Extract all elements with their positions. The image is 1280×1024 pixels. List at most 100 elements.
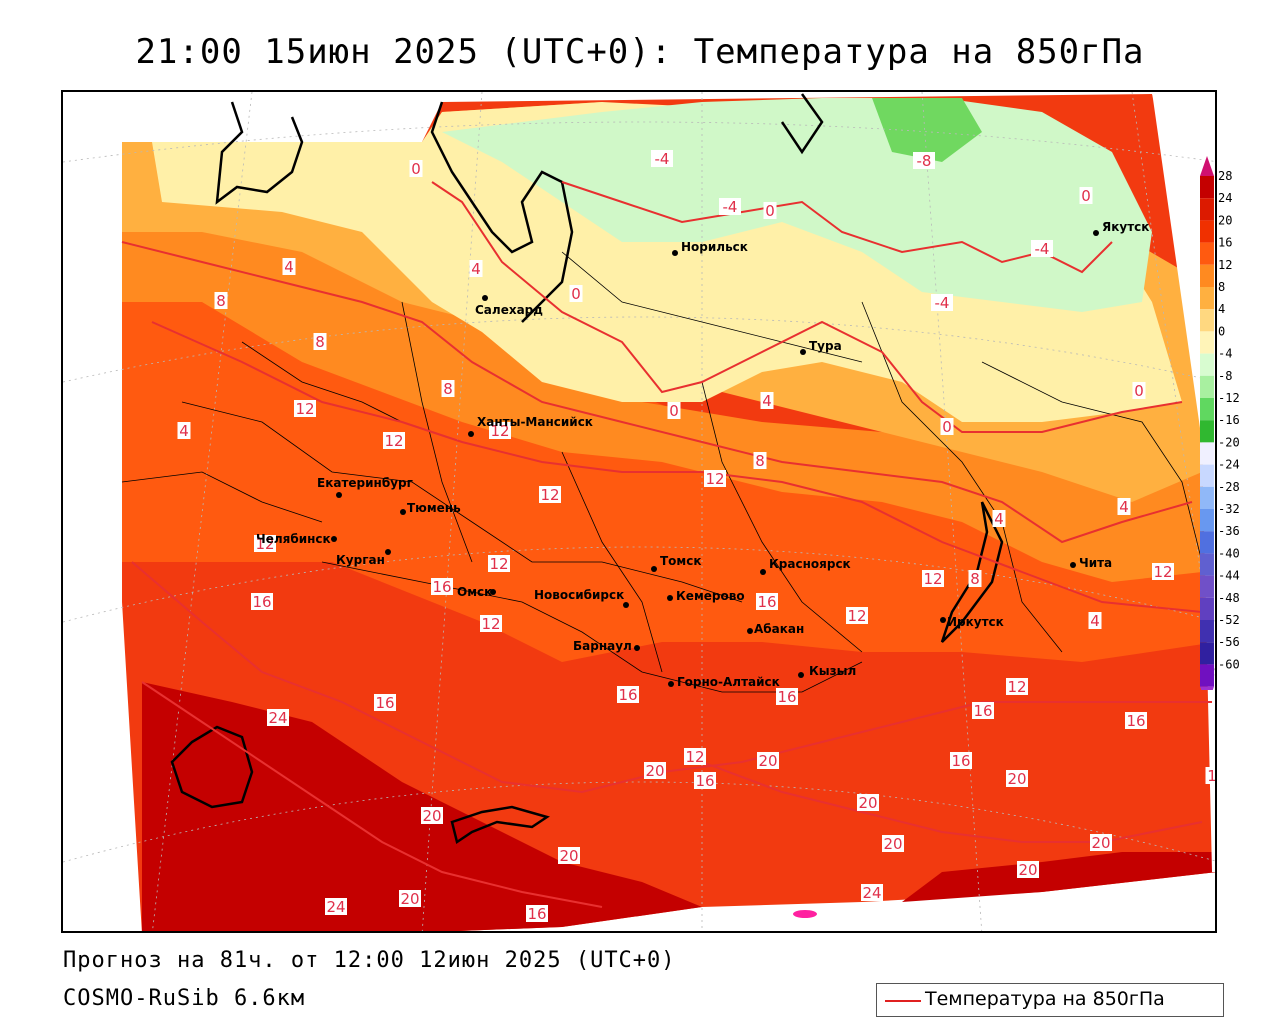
svg-text:12: 12 bbox=[540, 486, 559, 504]
scale-swatch bbox=[1200, 220, 1214, 243]
zone-24 bbox=[142, 682, 702, 931]
svg-text:4: 4 bbox=[1090, 612, 1100, 630]
isotherm-value-label: -4 bbox=[719, 198, 741, 216]
isotherm-value-label: 16 bbox=[972, 702, 994, 720]
zone-24-east bbox=[902, 852, 1215, 902]
scale-tick-label: 4 bbox=[1218, 302, 1225, 316]
city-dot bbox=[468, 431, 474, 437]
isotherm-value-label: 0 bbox=[763, 202, 777, 220]
isotherm-value-label: 16 bbox=[617, 686, 639, 704]
svg-text:12: 12 bbox=[847, 607, 866, 625]
svg-text:4: 4 bbox=[179, 422, 189, 440]
svg-text:4: 4 bbox=[471, 260, 481, 278]
zone-minus8 bbox=[872, 98, 982, 162]
svg-text:8: 8 bbox=[216, 292, 226, 310]
scale-swatch bbox=[1200, 486, 1214, 509]
isotherm-value-label: 12 bbox=[1152, 563, 1174, 581]
svg-text:0: 0 bbox=[1081, 187, 1091, 205]
svg-text:-4: -4 bbox=[655, 150, 670, 168]
out-of-domain-nw bbox=[63, 92, 422, 462]
scale-swatch bbox=[1200, 198, 1214, 221]
city-dot bbox=[634, 645, 640, 651]
scale-tick-label: -60 bbox=[1218, 657, 1240, 671]
city-label: Абакан bbox=[754, 622, 804, 636]
scale-swatch bbox=[1200, 287, 1214, 310]
svg-text:1: 1 bbox=[1207, 767, 1217, 785]
isotherm-value-label: -8 bbox=[913, 152, 935, 170]
isotherm-value-label: 20 bbox=[421, 807, 443, 825]
scale-swatch bbox=[1200, 575, 1214, 598]
svg-text:-4: -4 bbox=[723, 198, 738, 216]
svg-text:12: 12 bbox=[923, 570, 942, 588]
svg-text:0: 0 bbox=[669, 402, 679, 420]
city-dot bbox=[490, 589, 496, 595]
isotherm-value-label: 16 bbox=[756, 593, 778, 611]
isotherm-value-label: 4 bbox=[992, 510, 1006, 528]
isotherm-value-label: 16 bbox=[1125, 712, 1147, 730]
scale-swatch bbox=[1200, 242, 1214, 265]
svg-text:12: 12 bbox=[685, 748, 704, 766]
svg-text:24: 24 bbox=[862, 884, 881, 902]
svg-text:16: 16 bbox=[618, 686, 637, 704]
scale-arrow-top bbox=[1200, 156, 1214, 176]
svg-text:12: 12 bbox=[295, 400, 314, 418]
scale-tick-label: -16 bbox=[1218, 413, 1240, 427]
scale-tick-label: -20 bbox=[1218, 435, 1240, 449]
svg-text:24: 24 bbox=[268, 709, 287, 727]
svg-text:-4: -4 bbox=[1035, 240, 1050, 258]
city-label: Кемерово bbox=[676, 589, 745, 603]
isotherm-value-label: 12 bbox=[383, 432, 405, 450]
isotherm-value-label: 16 bbox=[374, 694, 396, 712]
svg-text:8: 8 bbox=[315, 333, 325, 351]
scale-swatch bbox=[1200, 620, 1214, 643]
svg-text:8: 8 bbox=[755, 452, 765, 470]
isotherm-value-label: 12 bbox=[539, 486, 561, 504]
svg-text:16: 16 bbox=[1126, 712, 1145, 730]
isotherm-value-label: 20 bbox=[1006, 770, 1028, 788]
scale-swatch bbox=[1200, 597, 1214, 620]
isotherm-value-label: -4 bbox=[1031, 240, 1053, 258]
isotherm-value-label: 16 bbox=[431, 578, 453, 596]
scale-tick-label: 12 bbox=[1218, 258, 1232, 272]
svg-text:20: 20 bbox=[645, 762, 664, 780]
city-label: Иркутск bbox=[947, 615, 1004, 629]
legend-line-swatch bbox=[885, 1000, 921, 1002]
svg-text:16: 16 bbox=[252, 593, 271, 611]
temperature-map[interactable]: 0 -4 -4 0 -8 0 -4 -4 4 4 0 8 8 0 4 8 12 4 0 0 12 12 8 12 4 12 4 12 1… bbox=[61, 90, 1217, 933]
scale-swatch bbox=[1200, 309, 1214, 332]
city-dot bbox=[1093, 230, 1099, 236]
scale-tick-label: -32 bbox=[1218, 502, 1240, 516]
out-of-domain-ne bbox=[1152, 92, 1215, 872]
city-label: Чита bbox=[1079, 556, 1112, 570]
city-label: Тюмень bbox=[407, 501, 461, 515]
svg-text:4: 4 bbox=[1119, 498, 1129, 516]
isotherm-value-label: 12 bbox=[846, 607, 868, 625]
scale-tick-label: -56 bbox=[1218, 635, 1240, 649]
city-dot bbox=[668, 681, 674, 687]
scale-swatch bbox=[1200, 420, 1214, 443]
scale-tick-label: 8 bbox=[1218, 280, 1225, 294]
scale-swatch bbox=[1200, 553, 1214, 576]
isotherm-value-label: 20 bbox=[857, 794, 879, 812]
svg-text:20: 20 bbox=[1007, 770, 1026, 788]
scale-tick-label: -12 bbox=[1218, 391, 1240, 405]
svg-text:4: 4 bbox=[762, 392, 772, 410]
isotherm-value-label: 16 bbox=[950, 752, 972, 770]
scale-swatch bbox=[1200, 642, 1214, 665]
city-dot bbox=[667, 595, 673, 601]
svg-text:16: 16 bbox=[973, 702, 992, 720]
city-label: Екатеринбург bbox=[317, 476, 413, 490]
isotherm-value-label: 20 bbox=[757, 752, 779, 770]
scale-tick-label: -52 bbox=[1218, 613, 1240, 627]
isotherm-value-label: 12 bbox=[684, 748, 706, 766]
svg-text:0: 0 bbox=[411, 160, 421, 178]
svg-text:20: 20 bbox=[559, 847, 578, 865]
svg-text:12: 12 bbox=[384, 432, 403, 450]
city-label: Барнаул bbox=[573, 639, 632, 653]
svg-text:0: 0 bbox=[1134, 382, 1144, 400]
svg-text:4: 4 bbox=[284, 258, 294, 276]
city-dot bbox=[800, 349, 806, 355]
map-title: 21:00 15июн 2025 (UTC+0): Температура на… bbox=[135, 32, 1145, 72]
svg-text:12: 12 bbox=[489, 555, 508, 573]
scale-swatch bbox=[1200, 375, 1214, 398]
